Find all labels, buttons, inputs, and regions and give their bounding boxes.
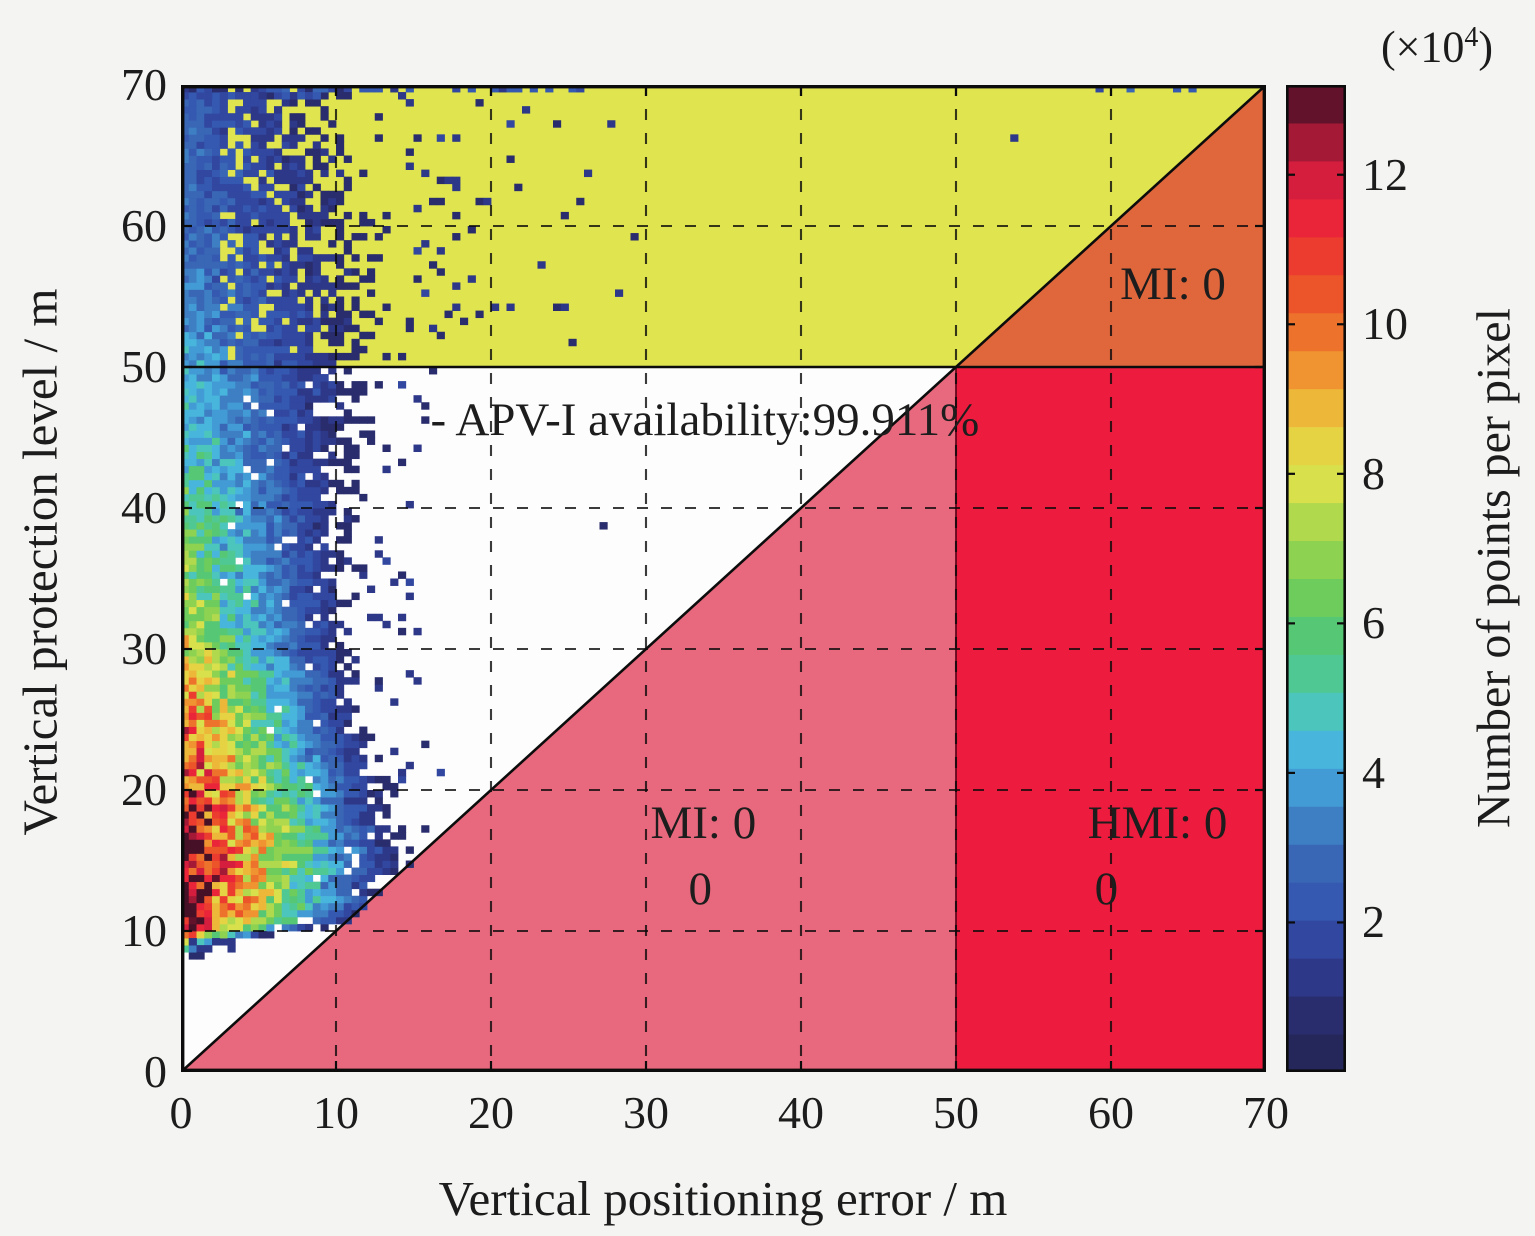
y-tick-label: 50: [121, 341, 167, 392]
y-axis-title: Vertical protection level / m: [12, 288, 68, 836]
x-tick-label: 30: [623, 1087, 669, 1138]
colorbar-scale-note: (×104): [1380, 21, 1494, 72]
colorbar-tick-label: 6: [1362, 597, 1385, 649]
colorbar-tick-label: 8: [1362, 447, 1385, 499]
stanford-heatmap-canvas: [181, 85, 1266, 1072]
colorbar-tick-label: 12: [1362, 148, 1408, 200]
x-tick-label: 50: [933, 1087, 979, 1138]
annotation-apv-i-availability-99-911: - APV-I availability:99.911%: [430, 393, 980, 446]
x-tick-label: 70: [1243, 1087, 1289, 1138]
y-tick-label: 30: [121, 623, 167, 674]
y-tick-label: 70: [121, 59, 167, 110]
y-tick-label: 60: [121, 200, 167, 251]
annotation-mi-0: MI: 0: [650, 796, 757, 849]
x-tick-label: 40: [778, 1087, 824, 1138]
x-tick-label: 60: [1088, 1087, 1134, 1138]
colorbar-tick-label: 10: [1362, 298, 1408, 350]
y-tick-label: 10: [121, 905, 167, 956]
x-tick-label: 10: [313, 1087, 359, 1138]
annotation-0: 0: [1094, 863, 1119, 916]
colorbar-tick-label: 4: [1362, 746, 1385, 798]
annotation-hmi-0: HMI: 0: [1087, 796, 1228, 849]
y-tick-label: 0: [144, 1046, 167, 1097]
annotation-mi-0: MI: 0: [1120, 258, 1226, 311]
y-tick-label: 40: [121, 482, 167, 533]
y-tick-label: 20: [121, 764, 167, 815]
colorbar-title: Number of points per pixel: [1467, 308, 1521, 828]
colorbar: [1286, 85, 1346, 1072]
x-tick-label: 20: [468, 1087, 514, 1138]
x-tick-label: 0: [169, 1087, 193, 1138]
x-axis-title: Vertical positioning error / m: [438, 1171, 1008, 1226]
annotation-0: 0: [688, 863, 713, 916]
colorbar-tick-label: 2: [1362, 896, 1385, 948]
